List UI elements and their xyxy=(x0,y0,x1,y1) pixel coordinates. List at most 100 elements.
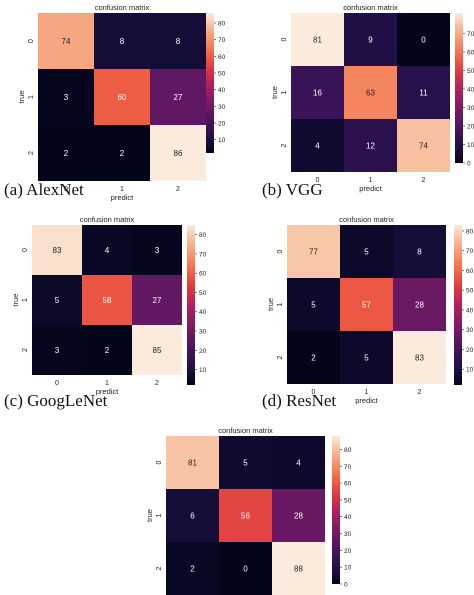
colorbar-tick-label: 20 xyxy=(344,548,352,555)
heatmap-cell xyxy=(150,13,206,69)
heatmap-cell xyxy=(94,13,150,69)
cell-value-label: 57 xyxy=(362,301,371,310)
colorbar-tick-label: 40 xyxy=(467,86,474,93)
colorbar-tick-label: 10 xyxy=(467,142,474,149)
y-tick-label: 0 xyxy=(277,249,284,253)
colorbar-tick-label: 40 xyxy=(218,87,226,94)
cell-value-label: 77 xyxy=(309,248,318,257)
heatmap-cell xyxy=(272,542,325,595)
heatmap-cell xyxy=(344,66,397,119)
x-tick-label: 2 xyxy=(176,186,180,193)
heatmap-cell xyxy=(32,225,82,275)
cell-value-label: 83 xyxy=(415,354,424,363)
x-tick-label: 0 xyxy=(316,177,320,184)
colorbar xyxy=(332,436,340,584)
cell-value-label: 4 xyxy=(315,142,320,151)
heatmap-cell xyxy=(132,325,182,375)
cell-value-label: 74 xyxy=(419,142,428,151)
cell-value-label: 88 xyxy=(294,565,303,574)
y-axis-label: true xyxy=(145,509,154,522)
cell-value-label: 12 xyxy=(366,142,375,151)
heatmap-cell xyxy=(344,13,397,66)
x-tick-label: 0 xyxy=(64,186,68,193)
heatmap-cell xyxy=(38,13,94,69)
heatmap-panel-3: confusion matrix 77 5 8 5 57 28 2 5 83 0 1 2 predict 0… xyxy=(266,215,474,405)
y-tick-label: 2 xyxy=(28,151,35,155)
heatmap-cell xyxy=(219,542,272,595)
cell-value-label: 11 xyxy=(419,89,428,98)
heatmap-cell xyxy=(94,69,150,125)
heatmap-cell xyxy=(82,325,132,375)
y-tick-label: 2 xyxy=(22,348,29,352)
y-tick-label: 1 xyxy=(28,95,35,99)
cell-value-label: 16 xyxy=(313,89,322,98)
x-tick-label: 0 xyxy=(312,389,316,396)
colorbar-tick-label: 40 xyxy=(466,307,474,314)
x-tick-label: 1 xyxy=(105,380,109,387)
colorbar-tick-label: 10 xyxy=(199,367,207,374)
cell-value-label: 2 xyxy=(64,149,69,158)
colorbar-tick-label: 10 xyxy=(218,137,226,144)
colorbar-tick-label: 60 xyxy=(467,49,474,56)
colorbar-tick-label: 30 xyxy=(466,327,474,334)
y-tick-label: 0 xyxy=(281,37,288,41)
cell-value-label: 74 xyxy=(62,37,71,46)
x-tick-label: 1 xyxy=(120,186,124,193)
colorbar-tick-label: 80 xyxy=(466,228,474,235)
heatmap-cell xyxy=(132,225,182,275)
cell-value-label: 63 xyxy=(366,89,375,98)
cell-value-label: 60 xyxy=(118,93,127,102)
colorbar-tick-label: 70 xyxy=(218,37,226,44)
cell-value-label: 28 xyxy=(415,301,424,310)
heatmap-cell xyxy=(397,66,450,119)
cell-value-label: 5 xyxy=(243,459,248,468)
heatmap-cell xyxy=(397,119,450,172)
heatmap-cell xyxy=(340,331,393,384)
x-axis-label: predict xyxy=(355,396,378,405)
colorbar-tick-label: 20 xyxy=(467,123,474,130)
colorbar-tick-label: 50 xyxy=(344,497,352,504)
colorbar-tick-label: 50 xyxy=(199,290,207,297)
y-tick-label: 2 xyxy=(277,355,284,359)
heatmap-cell xyxy=(32,275,82,325)
cell-value-label: 2 xyxy=(190,565,195,574)
heatmap-cell xyxy=(272,489,325,542)
heatmap-cell xyxy=(291,66,344,119)
heatmap-cell xyxy=(94,125,150,181)
cell-value-label: 28 xyxy=(294,512,303,521)
heatmap-cell xyxy=(82,275,132,325)
heatmap-cell xyxy=(287,278,340,331)
chart-title: confusion matrix xyxy=(80,215,135,224)
cell-value-label: 58 xyxy=(103,296,112,305)
heatmap-cell xyxy=(291,119,344,172)
chart-title: confusion matrix xyxy=(343,3,398,12)
heatmap-cell xyxy=(340,225,393,278)
cell-value-label: 3 xyxy=(55,346,60,355)
colorbar-tick-label: 80 xyxy=(218,21,226,28)
heatmap-cell xyxy=(150,69,206,125)
y-axis-label: true xyxy=(11,294,20,307)
heatmap-cell xyxy=(344,119,397,172)
heatmap-cell xyxy=(219,489,272,542)
colorbar-tick-label: 20 xyxy=(466,347,474,354)
x-tick-label: 0 xyxy=(55,380,59,387)
heatmap-cell xyxy=(393,331,446,384)
colorbar-tick-label: 30 xyxy=(218,104,226,111)
heatmap-panel-2: confusion matrix 83 4 3 5 58 27 3 2 85 0 1 2 predict 0… xyxy=(11,215,207,396)
colorbar-tick-label: 50 xyxy=(467,68,474,75)
caption-googlenet: (c) GoogLeNet xyxy=(4,391,108,410)
colorbar xyxy=(187,225,195,385)
x-tick-label: 2 xyxy=(422,177,426,184)
cell-value-label: 5 xyxy=(364,248,369,257)
heatmap-panel-4: confusion matrix8154656282088012predict0… xyxy=(145,426,352,595)
heatmap-cell xyxy=(272,436,325,489)
caption-resnet: (d) ResNet xyxy=(262,391,337,410)
colorbar-tick-label: 60 xyxy=(199,271,207,278)
caption-vgg: (b) VGG xyxy=(262,180,323,199)
heatmap-cell xyxy=(393,278,446,331)
cell-value-label: 8 xyxy=(417,248,422,257)
cell-value-label: 0 xyxy=(421,36,426,45)
y-tick-label: 1 xyxy=(22,298,29,302)
chart-title: confusion matrix xyxy=(339,215,394,224)
